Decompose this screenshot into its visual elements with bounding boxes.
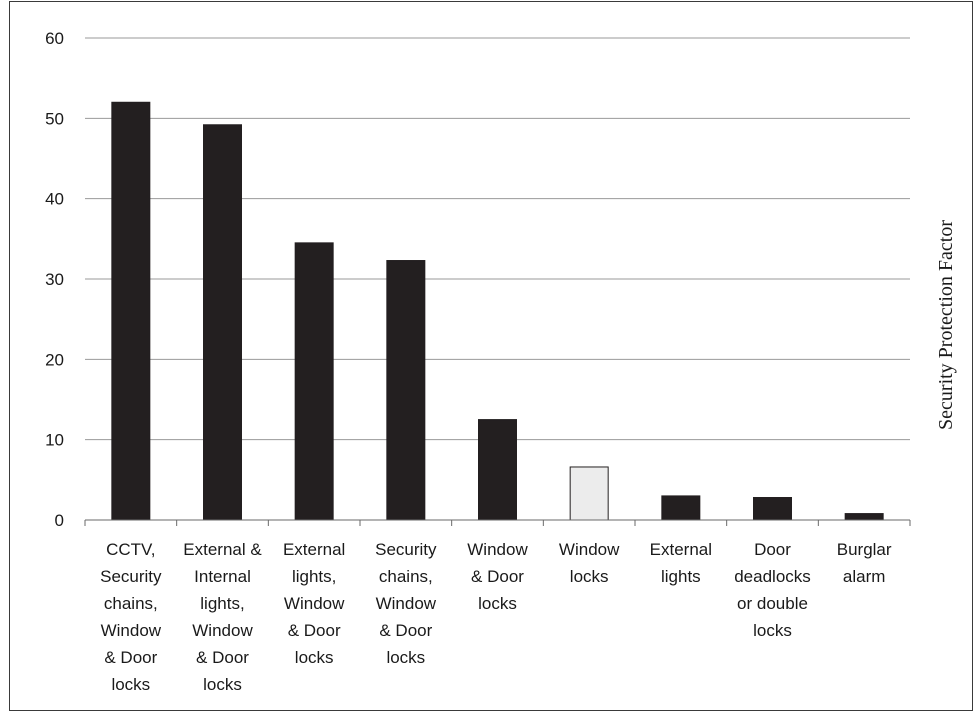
chart-frame xyxy=(9,1,973,711)
x-category-label: Burglar alarm xyxy=(837,540,892,586)
x-category-label: Window locks xyxy=(559,540,620,586)
bar xyxy=(203,124,242,521)
x-category-label: External lights xyxy=(650,540,712,586)
bar xyxy=(753,497,792,521)
y-tick-label: 40 xyxy=(45,190,64,209)
y-tick-label: 60 xyxy=(45,29,64,48)
x-axis xyxy=(84,519,911,526)
y-tick-label: 30 xyxy=(45,270,64,289)
bar xyxy=(294,242,334,521)
x-category-label: CCTV, Security chains, Window & Door locks xyxy=(100,540,162,694)
bar xyxy=(661,495,701,521)
y-tick-label: 10 xyxy=(45,431,64,450)
x-category-label: External lights, Window & Door locks xyxy=(283,540,345,667)
y-axis-label: Security Protection Factor xyxy=(935,220,957,430)
x-category-label: Door deadlocks or double locks xyxy=(734,540,811,640)
x-category-label: Security chains, Window & Door locks xyxy=(375,540,437,667)
bar xyxy=(844,513,884,521)
x-category-label: Window & Door locks xyxy=(467,540,528,613)
bar xyxy=(111,101,151,521)
x-category-label: External & Internal lights, Window & Door loc… xyxy=(183,540,262,694)
bar xyxy=(386,260,426,521)
x-axis-categories: CCTV, Security chains, Window & Door locks Ext… xyxy=(100,540,892,694)
y-tick-label: 50 xyxy=(45,109,64,128)
bars xyxy=(111,101,884,521)
bar xyxy=(478,419,517,521)
y-tick-label: 20 xyxy=(45,350,64,369)
bar xyxy=(569,466,609,521)
y-axis-ticks: 0 10 20 30 40 50 60 xyxy=(45,29,64,530)
y-tick-label: 0 xyxy=(55,511,64,530)
